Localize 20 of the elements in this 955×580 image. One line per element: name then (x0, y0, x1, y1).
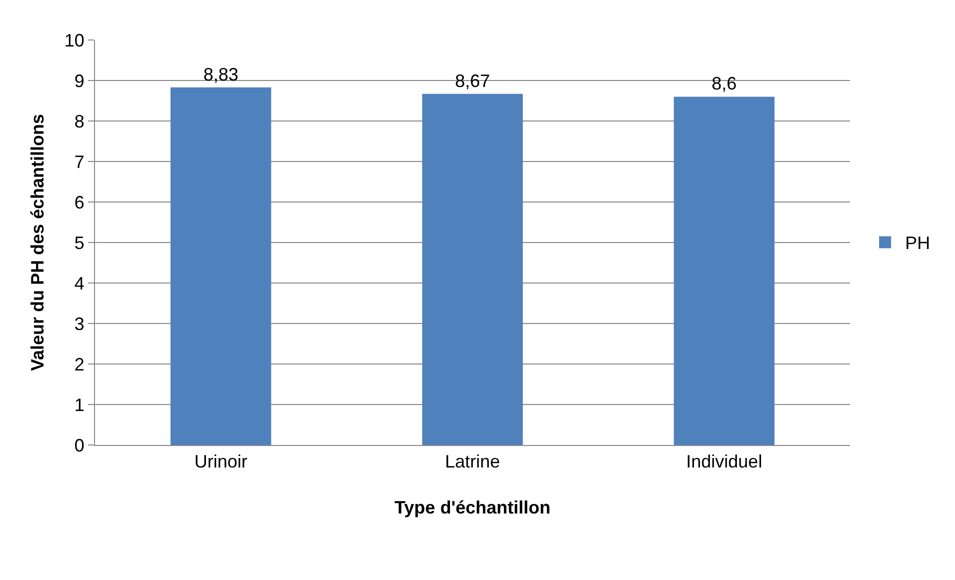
y-axis-title: Valeur du PH des échantillons (28, 114, 48, 372)
y-tick-label: 4 (74, 273, 84, 294)
data-label: 8,67 (454, 70, 490, 91)
y-tick-label: 9 (74, 70, 84, 91)
x-tick-label: Urinoir (194, 452, 248, 472)
y-tick-label: 2 (74, 354, 84, 374)
y-tick-label: 10 (64, 30, 84, 50)
x-tick-label: Individuel (686, 452, 762, 472)
x-axis-title: Type d'échantillon (394, 498, 550, 518)
y-tick-label: 3 (74, 314, 84, 334)
y-tick-label: 7 (74, 152, 84, 172)
x-tick-label: Latrine (444, 452, 500, 472)
legend-label: PH (905, 233, 930, 254)
y-tick-label: 0 (74, 435, 84, 456)
y-tick-label: 5 (74, 232, 84, 253)
y-tick-label: 6 (74, 192, 84, 212)
y-tick-label: 1 (74, 394, 84, 415)
data-label: 8,83 (203, 64, 238, 84)
data-label: 8,6 (712, 74, 737, 94)
y-tick-label: 8 (74, 111, 84, 132)
